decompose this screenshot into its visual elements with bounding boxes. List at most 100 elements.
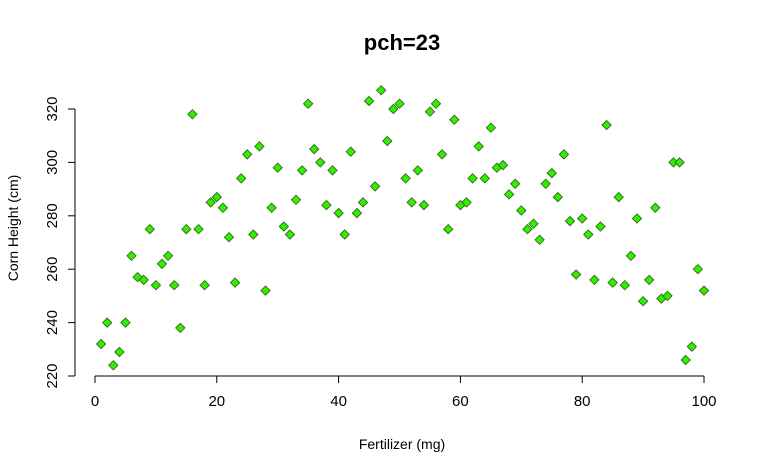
data-point — [662, 290, 673, 302]
data-point — [601, 119, 612, 131]
data-point — [120, 317, 131, 328]
data-point — [278, 221, 290, 232]
data-point — [394, 98, 405, 109]
data-point — [650, 202, 661, 214]
x-tick-label: 0 — [91, 393, 99, 410]
data-point — [369, 181, 381, 192]
data-point — [114, 346, 125, 358]
data-point — [187, 109, 198, 120]
data-point — [442, 223, 454, 235]
data-point — [570, 269, 582, 280]
data-point — [357, 197, 369, 208]
data-point — [698, 285, 710, 296]
data-point — [260, 285, 271, 296]
y-tick-label: 220 — [44, 363, 61, 388]
data-point — [479, 173, 491, 184]
data-point — [552, 191, 564, 203]
data-point — [302, 98, 314, 109]
data-point — [308, 143, 320, 155]
data-point — [168, 279, 180, 291]
data-point — [613, 191, 624, 203]
data-point — [509, 178, 521, 190]
data-point — [461, 197, 472, 208]
data-point — [229, 277, 241, 288]
data-point — [558, 149, 570, 160]
y-tick-label: 260 — [44, 257, 61, 282]
data-point — [339, 229, 350, 240]
data-point — [321, 199, 332, 211]
data-point — [528, 218, 539, 230]
data-point — [363, 95, 375, 107]
data-point — [211, 191, 223, 203]
y-tick-label: 240 — [44, 310, 61, 335]
data-point — [497, 159, 509, 171]
data-point — [290, 194, 302, 206]
data-point — [430, 98, 442, 109]
data-point — [467, 173, 478, 184]
data-point — [540, 178, 551, 190]
data-point — [193, 223, 204, 235]
data-point — [637, 295, 649, 307]
x-tick-label: 60 — [452, 393, 469, 410]
data-point — [333, 207, 344, 219]
data-point — [625, 250, 637, 262]
data-point — [175, 322, 186, 334]
data-point — [503, 189, 515, 200]
data-point — [619, 279, 631, 291]
data-point — [144, 223, 156, 235]
y-tick-label: 280 — [44, 203, 61, 228]
data-point — [412, 165, 424, 176]
data-point — [351, 207, 363, 219]
data-point — [95, 338, 107, 350]
data-point — [375, 85, 387, 96]
data-point — [607, 277, 618, 288]
data-point — [242, 149, 253, 160]
data-point — [315, 157, 326, 168]
data-point — [522, 223, 533, 235]
x-tick-label: 80 — [574, 393, 591, 410]
data-point — [406, 197, 417, 208]
data-points — [95, 85, 710, 371]
data-point — [686, 341, 698, 352]
data-point — [643, 274, 655, 286]
data-point — [126, 250, 137, 262]
data-point — [235, 173, 247, 184]
y-axis: 220 240 260 280 300 320 — [44, 96, 76, 389]
y-axis-label: Corn Height (cm) — [5, 175, 21, 282]
data-point — [449, 114, 460, 125]
data-point — [631, 213, 643, 224]
data-point — [583, 229, 594, 240]
x-tick-label: 100 — [691, 393, 716, 410]
data-point — [101, 317, 113, 328]
data-point — [388, 103, 399, 115]
data-point — [199, 279, 210, 291]
data-point — [473, 141, 484, 152]
data-point — [345, 146, 357, 157]
x-axis-label: Fertilizer (mg) — [359, 436, 445, 452]
data-point — [266, 202, 277, 214]
data-point — [674, 157, 685, 168]
data-point — [418, 199, 430, 211]
data-point — [400, 173, 411, 184]
x-tick-label: 40 — [330, 393, 347, 410]
data-point — [205, 197, 216, 208]
y-tick-label: 300 — [44, 150, 61, 175]
data-point — [138, 274, 149, 286]
data-point — [150, 279, 162, 291]
data-point — [108, 360, 119, 371]
data-point — [516, 205, 527, 216]
data-point — [296, 165, 308, 176]
data-point — [424, 106, 436, 117]
data-point — [181, 223, 192, 235]
data-point — [223, 231, 235, 243]
data-point — [327, 165, 338, 176]
y-tick-label: 320 — [44, 96, 61, 121]
x-axis: 0 20 40 60 80 100 — [91, 375, 717, 410]
data-point — [576, 213, 588, 224]
data-point — [248, 229, 259, 240]
data-point — [272, 162, 283, 173]
data-point — [284, 229, 296, 240]
data-point — [436, 149, 448, 160]
